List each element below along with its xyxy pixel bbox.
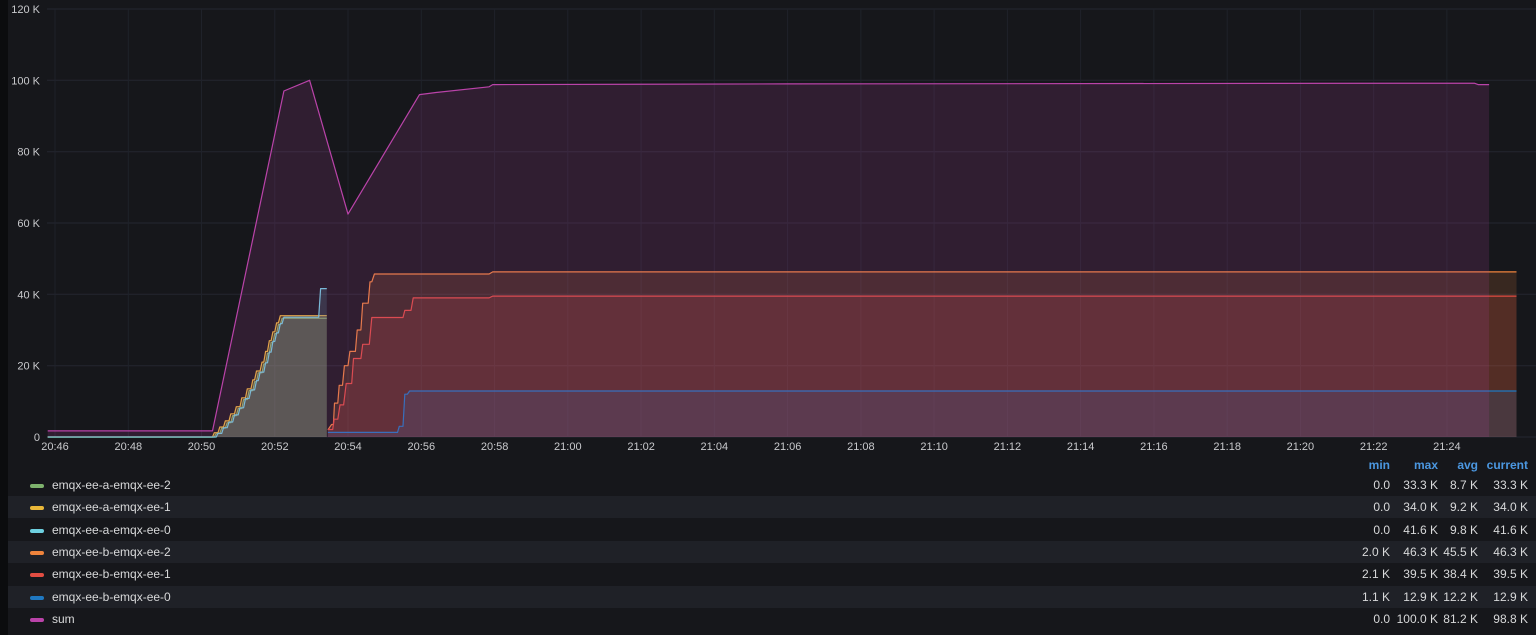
legend-row[interactable]: emqx-ee-b-emqx-ee-1 2.1 K 39.5 K 38.4 K … bbox=[0, 563, 1536, 585]
y-axis-tick-label: 0 bbox=[34, 432, 40, 444]
series-line-emqx-ee-b-emqx-ee-2[interactable] bbox=[327, 271, 1517, 431]
x-axis-tick-label: 21:02 bbox=[627, 441, 655, 453]
legend-sort-current[interactable]: current bbox=[1486, 458, 1528, 472]
legend-row[interactable]: sum 0.0 100.0 K 81.2 K 98.8 K bbox=[0, 608, 1536, 630]
series-label[interactable]: emqx-ee-a-emqx-ee-1 bbox=[52, 500, 171, 514]
legend-value-current: 33.3 K bbox=[1493, 478, 1528, 492]
series-area-emqx-ee-a-emqx-ee-0 bbox=[47, 288, 327, 437]
legend-value-avg: 38.4 K bbox=[1443, 567, 1478, 581]
series-color-swatch[interactable] bbox=[30, 596, 44, 600]
y-axis-tick-label: 40 K bbox=[17, 289, 40, 301]
legend-value-max: 100.0 K bbox=[1396, 612, 1438, 626]
x-axis-tick-label: 20:48 bbox=[115, 441, 143, 453]
legend-value-max: 46.3 K bbox=[1403, 545, 1438, 559]
legend-sort-min[interactable]: min bbox=[1368, 458, 1390, 472]
legend-row[interactable]: emqx-ee-a-emqx-ee-0 0.0 41.6 K 9.8 K 41.… bbox=[0, 519, 1536, 541]
series-color-swatch[interactable] bbox=[30, 551, 44, 555]
legend-value-max: 33.3 K bbox=[1403, 478, 1438, 492]
legend-value-min: 0.0 bbox=[1373, 500, 1390, 514]
legend-value-avg: 9.2 K bbox=[1449, 500, 1478, 514]
series-color-swatch[interactable] bbox=[30, 529, 44, 533]
series-label[interactable]: emqx-ee-b-emqx-ee-0 bbox=[52, 590, 171, 604]
x-axis-tick-label: 21:18 bbox=[1213, 441, 1241, 453]
x-axis-tick-label: 21:20 bbox=[1287, 441, 1315, 453]
legend-value-max: 41.6 K bbox=[1403, 523, 1438, 537]
legend-value-min: 0.0 bbox=[1373, 478, 1390, 492]
series-area-emqx-ee-b-emqx-ee-1 bbox=[327, 296, 1517, 437]
y-axis-tick-label: 120 K bbox=[11, 4, 40, 16]
legend-value-min: 2.1 K bbox=[1361, 567, 1390, 581]
x-axis-tick-label: 21:12 bbox=[994, 441, 1022, 453]
legend-row[interactable]: emqx-ee-b-emqx-ee-2 2.0 K 46.3 K 45.5 K … bbox=[0, 541, 1536, 563]
series-label[interactable]: emqx-ee-a-emqx-ee-2 bbox=[52, 478, 171, 492]
series-area-emqx-ee-a-emqx-ee-1 bbox=[47, 315, 327, 437]
legend-value-min: 0.0 bbox=[1373, 612, 1390, 626]
series-line-emqx-ee-b-emqx-ee-0[interactable] bbox=[327, 390, 1517, 433]
legend-value-current: 39.5 K bbox=[1493, 567, 1528, 581]
y-axis-tick-label: 100 K bbox=[11, 75, 40, 87]
legend-sort-avg[interactable]: avg bbox=[1457, 458, 1478, 472]
x-axis-tick-label: 20:46 bbox=[41, 441, 69, 453]
legend-value-max: 39.5 K bbox=[1403, 567, 1438, 581]
x-axis-tick-label: 21:24 bbox=[1433, 441, 1461, 453]
legend-value-current: 46.3 K bbox=[1493, 545, 1528, 559]
legend-value-current: 98.8 K bbox=[1493, 612, 1528, 626]
x-axis-tick-label: 20:54 bbox=[334, 441, 362, 453]
legend-table: min max avg current emqx-ee-a-emqx-ee-2 … bbox=[0, 455, 1536, 635]
series-area-sum bbox=[47, 80, 1490, 438]
legend-value-avg: 9.8 K bbox=[1449, 523, 1478, 537]
y-axis-tick-label: 60 K bbox=[17, 218, 40, 230]
series-area-emqx-ee-b-emqx-ee-2 bbox=[327, 271, 1517, 437]
x-axis-tick-label: 20:58 bbox=[481, 441, 509, 453]
y-axis-tick-label: 80 K bbox=[17, 147, 40, 159]
legend-value-min: 2.0 K bbox=[1361, 545, 1390, 559]
x-axis-tick-label: 21:08 bbox=[847, 441, 875, 453]
legend-value-avg: 12.2 K bbox=[1443, 590, 1478, 604]
panel-left-margin bbox=[0, 0, 8, 635]
legend-header: min max avg current bbox=[0, 458, 1536, 474]
series-area-emqx-ee-a-emqx-ee-2 bbox=[47, 318, 327, 437]
x-axis-tick-label: 21:22 bbox=[1360, 441, 1388, 453]
series-color-swatch[interactable] bbox=[30, 506, 44, 510]
series-label[interactable]: emqx-ee-a-emqx-ee-0 bbox=[52, 523, 171, 537]
series-label[interactable]: emqx-ee-b-emqx-ee-1 bbox=[52, 567, 171, 581]
series-line-emqx-ee-b-emqx-ee-1[interactable] bbox=[327, 295, 1517, 431]
legend-value-min: 0.0 bbox=[1373, 523, 1390, 537]
x-axis-tick-label: 21:06 bbox=[774, 441, 802, 453]
legend-value-avg: 45.5 K bbox=[1443, 545, 1478, 559]
series-line-sum[interactable] bbox=[47, 79, 1490, 432]
legend-value-current: 34.0 K bbox=[1493, 500, 1528, 514]
series-area-emqx-ee-b-emqx-ee-0 bbox=[327, 391, 1517, 437]
x-axis-tick-label: 21:16 bbox=[1140, 441, 1168, 453]
series-label[interactable]: sum bbox=[52, 612, 75, 626]
series-color-swatch[interactable] bbox=[30, 484, 44, 488]
legend-sort-max[interactable]: max bbox=[1413, 458, 1438, 472]
legend-row[interactable]: emqx-ee-b-emqx-ee-0 1.1 K 12.9 K 12.2 K … bbox=[0, 586, 1536, 608]
series-color-swatch[interactable] bbox=[30, 618, 44, 622]
x-axis-tick-label: 20:50 bbox=[188, 441, 216, 453]
x-axis-tick-label: 21:10 bbox=[920, 441, 948, 453]
time-series-chart[interactable]: 0 20 K 40 K 60 K 80 K 100 K 120 K 20:46 20:48 20:… bbox=[0, 0, 1536, 455]
x-axis-tick-label: 20:56 bbox=[408, 441, 436, 453]
legend-value-min: 1.1 K bbox=[1361, 590, 1390, 604]
x-axis-tick-label: 21:00 bbox=[554, 441, 582, 453]
x-axis-tick-label: 21:04 bbox=[701, 441, 729, 453]
x-axis-tick-label: 20:52 bbox=[261, 441, 289, 453]
series-line-emqx-ee-a-emqx-ee-0[interactable] bbox=[47, 288, 327, 438]
legend-value-current: 12.9 K bbox=[1493, 590, 1528, 604]
legend-row[interactable]: emqx-ee-a-emqx-ee-2 0.0 33.3 K 8.7 K 33.… bbox=[0, 474, 1536, 496]
series-line-emqx-ee-a-emqx-ee-1[interactable] bbox=[47, 315, 327, 438]
series-label[interactable]: emqx-ee-b-emqx-ee-2 bbox=[52, 545, 171, 559]
legend-value-avg: 81.2 K bbox=[1443, 612, 1478, 626]
legend-value-max: 34.0 K bbox=[1403, 500, 1438, 514]
x-axis-tick-label: 21:14 bbox=[1067, 441, 1095, 453]
chart-plot-area[interactable]: 0 20 K 40 K 60 K 80 K 100 K 120 K 20:46 20:48 20:… bbox=[0, 0, 1536, 455]
legend-row[interactable]: emqx-ee-a-emqx-ee-1 0.0 34.0 K 9.2 K 34.… bbox=[0, 496, 1536, 518]
y-axis-tick-label: 20 K bbox=[17, 361, 40, 373]
legend-value-current: 41.6 K bbox=[1493, 523, 1528, 537]
legend-value-avg: 8.7 K bbox=[1449, 478, 1478, 492]
legend-value-max: 12.9 K bbox=[1403, 590, 1438, 604]
series-color-swatch[interactable] bbox=[30, 573, 44, 577]
